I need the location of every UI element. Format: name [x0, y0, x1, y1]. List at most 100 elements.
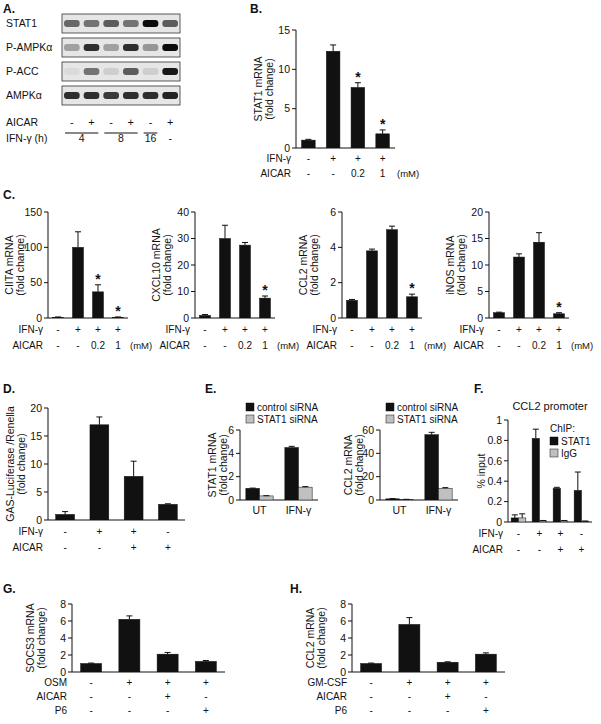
y-tick-label: 6 — [340, 615, 346, 627]
chart-panel: 010203040CXCL10 mRNA(fold change)*IFN-γ-… — [150, 206, 299, 351]
blot-band — [162, 20, 178, 27]
error-cap — [496, 312, 502, 313]
condition-mark: - — [497, 340, 500, 351]
bar — [400, 499, 414, 500]
condition-label: P6 — [55, 705, 68, 716]
bar — [439, 488, 453, 500]
blot-band — [162, 92, 178, 99]
marks — [246, 446, 312, 500]
condition-mark: + — [445, 677, 451, 688]
condition-mark: + — [355, 153, 361, 164]
y-tick-label: 0.8 — [487, 434, 502, 446]
condition-mark: + — [165, 542, 171, 553]
y-tick-label: 4 — [60, 632, 66, 644]
condition-mark: - — [331, 168, 334, 179]
bar — [407, 297, 418, 318]
legend-swatch — [386, 415, 394, 423]
marks — [81, 616, 217, 672]
condition-label: GM-CSF — [308, 677, 347, 688]
error-cap — [250, 488, 256, 489]
condition-mark: + — [167, 116, 173, 128]
y-tick — [292, 30, 296, 31]
condition-mark: + — [88, 116, 94, 128]
condition-mark: - — [370, 340, 373, 351]
condition-mark: - — [517, 528, 520, 539]
bar — [299, 487, 313, 500]
condition-mark: - — [89, 677, 92, 688]
condition-mark: - — [580, 528, 583, 539]
bar — [90, 425, 109, 520]
y-tick-label: 0 — [36, 514, 42, 526]
bar — [53, 317, 64, 318]
blot-strip — [62, 62, 180, 81]
y-tick — [236, 453, 240, 454]
error-stem — [409, 618, 410, 625]
bar — [376, 134, 390, 148]
chart-panel: D.05101520GAS-Luciferase /Renella(fold c… — [3, 382, 185, 553]
y-tick — [44, 247, 48, 248]
y-tick — [236, 476, 240, 477]
y-tick-label: 0 — [284, 142, 290, 154]
y-tick-label: 8 — [60, 598, 66, 610]
bar — [553, 488, 560, 522]
bar — [475, 654, 496, 672]
blot-strip — [62, 14, 180, 33]
error-bar — [429, 432, 435, 434]
condition-mark: 4 — [79, 132, 85, 144]
condition-mark: + — [115, 324, 121, 335]
blot-band — [103, 68, 119, 75]
error-bar — [389, 226, 395, 230]
y-tick-label: 4 — [340, 632, 346, 644]
marks — [56, 417, 178, 520]
bar — [514, 257, 525, 318]
condition-mark: + — [556, 324, 562, 335]
y-tick-label: 0 — [60, 666, 66, 678]
blot-band — [123, 92, 139, 99]
condition-mark: - — [98, 542, 101, 553]
error-bar — [512, 515, 518, 518]
condition-label: AICAR — [6, 116, 39, 128]
error-cap — [96, 416, 102, 417]
y-tick — [68, 638, 72, 639]
y-tick — [44, 492, 48, 493]
condition-mark: 8 — [118, 132, 124, 144]
error-cap — [62, 511, 68, 512]
condition-mark: + — [203, 677, 209, 688]
y-axis-label: (fold change) — [35, 607, 47, 668]
y-axis — [72, 604, 73, 672]
error-bar — [349, 299, 355, 301]
y-tick — [376, 476, 380, 477]
condition-mark: 0.2 — [351, 168, 365, 179]
error-stem — [133, 461, 134, 476]
error-bar — [250, 488, 256, 489]
panel-label: H. — [290, 582, 302, 596]
condition-label: AICAR — [472, 544, 503, 555]
y-tick — [191, 212, 195, 213]
y-tick — [191, 291, 195, 292]
chart-panel: C.050100150CIITA mRNA(fold change)**IFN-… — [3, 188, 152, 351]
error-cap — [349, 299, 355, 300]
y-tick-label: 5 — [477, 285, 483, 297]
legend: control siRNASTAT1 siRNA — [246, 402, 318, 425]
condition-mark: + — [558, 528, 564, 539]
condition-mark: - — [223, 340, 226, 351]
y-tick-label: 0.6 — [487, 455, 502, 467]
panel-label: G. — [3, 582, 16, 596]
y-axis — [195, 212, 196, 318]
legend-swatch — [246, 415, 254, 423]
bar — [302, 140, 316, 148]
bar — [367, 251, 378, 318]
condition-mark: + — [579, 544, 585, 555]
y-tick-label: 0.4 — [487, 475, 502, 487]
legend-swatch — [550, 449, 558, 457]
bar — [437, 662, 458, 672]
error-cap — [512, 514, 518, 515]
y-tick — [504, 501, 508, 502]
chart-panel: 05101520iNOS mRNA(fold change)*IFN-γ-+++… — [444, 206, 593, 351]
condition-mark: - — [63, 542, 66, 553]
condition-mark: - — [369, 705, 372, 716]
error-bar — [561, 520, 567, 522]
condition-label: AICAR — [159, 340, 190, 351]
marks — [200, 225, 271, 318]
blot-band — [84, 44, 100, 51]
